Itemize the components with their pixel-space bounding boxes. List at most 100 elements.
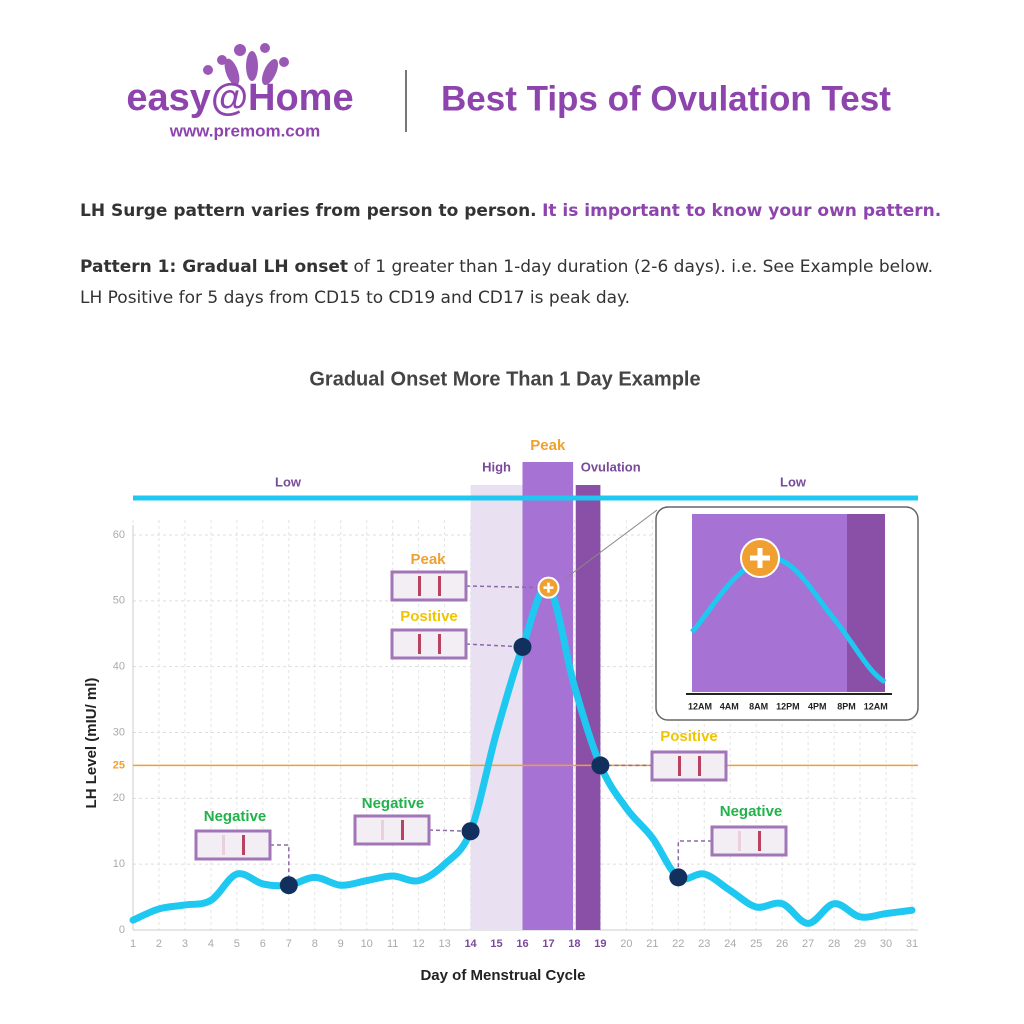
marker-point [461,822,480,841]
test-strip [650,750,728,782]
strip-line [401,820,404,840]
pattern-line2: LH Positive for 5 days from CD15 to CD19… [80,288,630,308]
chart-title: Gradual Onset More Than 1 Day Example [309,368,700,390]
marker-label: Negative [204,808,267,825]
phase-label: Peak [530,437,566,454]
pattern-label: Pattern 1: Gradual LH onset [80,257,348,277]
marker-label: Positive [400,608,458,625]
y-tick-label: 50 [113,595,125,607]
x-tick-label: 26 [776,938,788,950]
y-axis-label: LH Level (mIU/ ml) [83,678,100,809]
strip-line [418,576,421,596]
y-tick-label: 0 [119,924,125,936]
x-tick-label: 21 [646,938,658,950]
x-tick-label: 6 [260,938,266,950]
marker-point [591,756,610,775]
strip-line [758,831,761,851]
strip-line [438,634,441,654]
x-tick-label: 16 [516,938,528,950]
x-tick-label: 9 [338,938,344,950]
inset-connector [565,509,658,579]
x-tick-label: 7 [286,938,292,950]
x-tick-label: 29 [854,938,866,950]
y-tick-label: 40 [113,661,125,673]
intro-emphasis: It is important to know your own pattern… [542,201,941,221]
x-tick-label: 1 [130,938,136,950]
x-tick-label: 25 [750,938,762,950]
x-tick-label: 12 [413,938,425,950]
inset-time: 4AM [720,701,739,711]
x-tick-label: 31 [906,938,918,950]
inset-time: 12AM [864,701,888,711]
x-tick-label: 5 [234,938,240,950]
test-strip [194,829,272,861]
phase-label: High [482,459,511,474]
inset: 12AM 4AM 8AM 12PM 4PM 8PM 12AM [655,506,919,721]
strip-line [242,835,245,855]
test-strip [390,628,468,660]
test-strip [390,570,468,602]
x-tick-label: 19 [594,938,606,950]
x-tick-label: 22 [672,938,684,950]
marker-label: Positive [660,728,718,745]
y-tick-label: 20 [113,792,125,804]
phase-band [522,462,574,930]
inset-curve [690,555,887,685]
threshold-label: 25 [113,759,125,771]
inset-time: 12AM [688,701,712,711]
x-tick-label: 27 [802,938,814,950]
pattern: Pattern 1: Gradual LH onset of 1 greater… [80,257,933,277]
x-tick-label: 18 [568,938,580,950]
strip-line [678,756,681,776]
marker-point [669,868,688,887]
strip-line [698,756,701,776]
brand: easy@Home [126,77,353,119]
x-tick-label: 11 [387,938,398,950]
x-tick-label: 17 [542,938,554,950]
connector [677,840,712,878]
intro-lead: LH Surge pattern varies from person to p… [80,201,537,221]
x-tick-label: 8 [312,938,318,950]
strip-line [418,634,421,654]
x-tick-label: 13 [438,938,450,950]
x-tick-label: 28 [828,938,840,950]
baseline-label: Low [780,474,807,489]
x-tick-label: 2 [156,938,162,950]
x-axis-label: Day of Menstrual Cycle [420,967,585,984]
pattern-text: of 1 greater than 1-day duration (2-6 da… [353,257,933,277]
marker-label: Negative [362,795,425,812]
inset-time: 8PM [837,701,856,711]
strip-line [738,831,741,851]
phase-band [470,485,523,930]
peak-plus [543,582,554,593]
connector [465,643,523,648]
test-strip [353,814,431,846]
intro: LH Surge pattern varies from person to p… [80,201,941,221]
x-tick-label: 10 [361,938,373,950]
strip-line [222,835,225,855]
y-tick-label: 10 [113,858,125,870]
x-tick-label: 14 [464,938,477,950]
inset-time: 8AM [749,701,768,711]
test-strip [710,825,788,857]
strip-line [381,820,384,840]
strip-line [438,576,441,596]
inset-time: 12PM [776,701,800,711]
logo-flower [203,43,289,86]
page-title: Best Tips of Ovulation Test [441,79,891,118]
x-tick-label: 30 [880,938,892,950]
marker-point [279,876,298,895]
phase-label: Ovulation [581,459,641,474]
y-tick-label: 60 [113,529,125,541]
x-tick-label: 3 [182,938,188,950]
baseline-label: Low [275,474,302,489]
inset-time: 4PM [808,701,827,711]
x-tick-label: 4 [208,938,214,950]
x-tick-label: 24 [724,938,736,950]
marker-label: Peak [410,551,446,568]
y-tick-label: 30 [113,726,125,738]
brand-url: www.premom.com [169,121,321,140]
x-tick-label: 20 [620,938,632,950]
